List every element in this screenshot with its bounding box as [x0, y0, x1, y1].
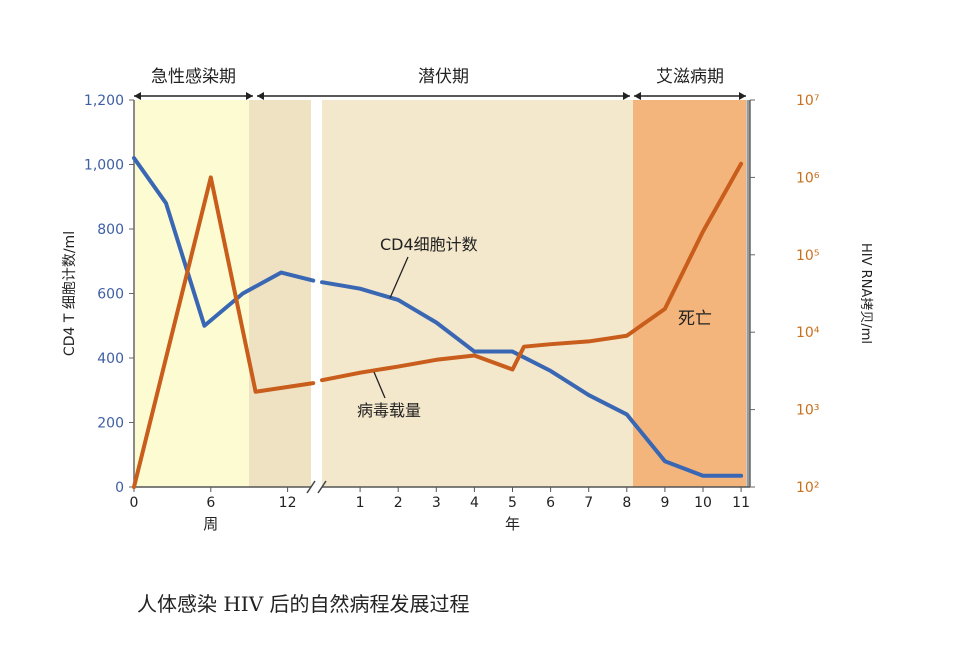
- left-tick-label: 1,200: [84, 93, 124, 109]
- acute-phase-arrow-arrowhead-left: [134, 92, 141, 100]
- year-tick-label: 6: [546, 495, 555, 511]
- right-tick-label: 10²: [796, 480, 819, 496]
- right-tick-label: 10⁵: [796, 248, 819, 264]
- year-tick-label: 1: [356, 495, 365, 511]
- year-tick-label: 10: [694, 495, 712, 511]
- week-tick-label: 12: [279, 495, 297, 511]
- right-axis-label: HIV RNA拷贝/ml: [858, 243, 873, 344]
- figure-caption: 人体感染 HIV 后的自然病程发展过程: [137, 592, 470, 616]
- aids-phase-band: [633, 100, 746, 487]
- latent-phase-band: [322, 100, 633, 487]
- left-tick-label: 600: [97, 287, 124, 303]
- year-tick-label: 3: [432, 495, 441, 511]
- aids-phase-arrow-arrowhead-left: [634, 92, 641, 100]
- acute-phase-label: 急性感染期: [151, 67, 236, 87]
- hiv-progression-chart: 0 200 400 600 800 1,000 1,200 CD4 T 细胞计数/ml 10² 1…: [62, 67, 873, 533]
- left-tick-label: 400: [97, 351, 124, 367]
- week-tick-label: 0: [130, 495, 139, 511]
- death-annotation: 死亡: [678, 309, 712, 329]
- right-tick-label: 10⁴: [796, 325, 820, 341]
- cd4-annotation: CD4细胞计数: [380, 235, 478, 254]
- latent-phase-label: 潜伏期: [418, 67, 469, 87]
- left-axis-label: CD4 T 细胞计数/ml: [62, 231, 78, 356]
- weeks-axis-label: 周: [203, 515, 218, 533]
- axis-break-slash: [306, 480, 316, 494]
- aids-phase-arrow-arrowhead-right: [739, 92, 746, 100]
- viral-load-line-weeks: [132, 175, 316, 489]
- right-tick-label: 10³: [796, 403, 819, 419]
- years-axis-label: 年: [505, 515, 520, 533]
- acute-phase-band: [134, 100, 249, 487]
- right-tick-label: 10⁶: [796, 170, 820, 186]
- axis-break-slash: [317, 480, 327, 494]
- viral-load-line-years: [320, 161, 744, 383]
- year-tick-label: 5: [508, 495, 517, 511]
- cd4-line-years: [320, 280, 744, 478]
- left-tick-label: 1,000: [84, 158, 124, 174]
- viral-load-annotation: 病毒载量: [357, 401, 421, 420]
- viral-load-annotation-leader: [373, 371, 386, 399]
- year-tick-label: 8: [622, 495, 631, 511]
- year-tick-label: 4: [470, 495, 479, 511]
- latent-phase-arrow-arrowhead-left: [257, 92, 264, 100]
- cd4-line-weeks: [132, 156, 316, 328]
- left-tick-label: 0: [115, 480, 124, 496]
- right-tick-label: 10⁷: [796, 93, 819, 109]
- week-tick-label: 6: [206, 495, 215, 511]
- latent-phase-arrow-arrowhead-right: [623, 92, 630, 100]
- left-tick-label: 800: [97, 222, 124, 238]
- year-tick-label: 11: [732, 495, 750, 511]
- cd4-annotation-leader: [389, 256, 409, 299]
- aids-phase-label: 艾滋病期: [656, 67, 724, 87]
- year-tick-label: 2: [394, 495, 403, 511]
- left-tick-label: 200: [97, 416, 124, 432]
- weeks-latent-band: [249, 100, 311, 487]
- year-tick-label: 9: [660, 495, 669, 511]
- year-tick-label: 7: [584, 495, 593, 511]
- axis-break-gap: [311, 95, 322, 497]
- acute-phase-arrow-arrowhead-right: [246, 92, 253, 100]
